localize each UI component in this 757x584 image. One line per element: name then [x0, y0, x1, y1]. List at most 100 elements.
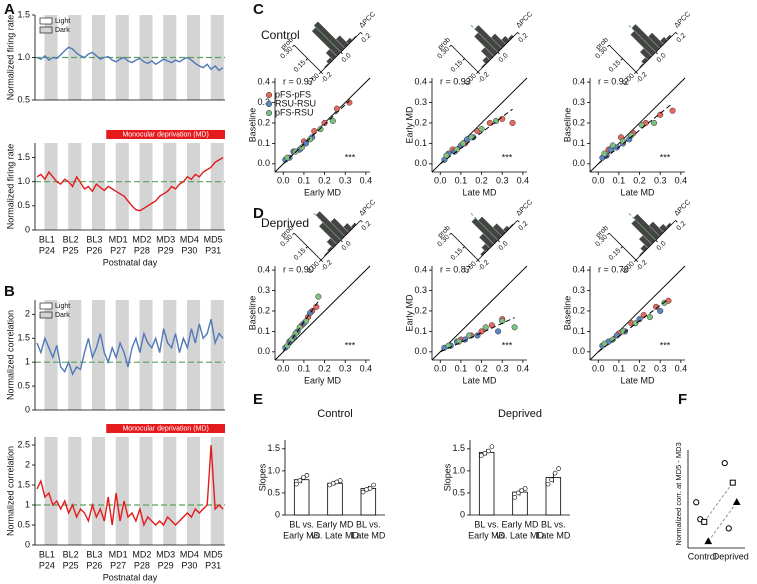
panel-label: D [253, 205, 264, 222]
y-tick-label: 1.0 [17, 52, 30, 62]
data-line [36, 318, 224, 376]
y-tick-label: 2.5 [17, 439, 30, 449]
y-tick-label: 0.1 [257, 326, 270, 336]
annotation-bar [106, 130, 225, 139]
legend-label: pFS-RSU [275, 107, 314, 117]
x-tick-label: 0.3 [654, 175, 667, 185]
scatter-point [601, 150, 608, 157]
y-tick-label: 0.5 [267, 487, 280, 497]
y-tick-label: 0.2 [414, 305, 427, 315]
dark-band [44, 143, 58, 230]
scatter-point [317, 126, 324, 133]
x-tick-label: 0.4 [360, 363, 373, 373]
x-tick-label: Deprived [713, 551, 749, 561]
dark-band [210, 143, 224, 230]
data-point [515, 490, 521, 496]
inset-y-tick [318, 71, 322, 75]
x-axis-label: Late MD [462, 187, 497, 197]
y-tick-label: 0.4 [257, 76, 270, 86]
inset-y-tick [462, 58, 465, 61]
x-tick-label: 0.1 [613, 363, 626, 373]
scatter-point [609, 336, 616, 343]
inset-x-tick-label: 0.0 [341, 240, 353, 252]
y-axis-label: Baseline [247, 296, 257, 331]
inset-x-tick [497, 51, 500, 55]
dark-band [44, 437, 58, 545]
inset-y-axis [293, 232, 322, 261]
inset-x-tick-label: 0.2 [676, 220, 688, 232]
data-point [545, 481, 551, 487]
data-point [552, 470, 558, 476]
annotation: r = 0.92 [598, 76, 629, 86]
x-tick-label: MD4 [180, 549, 199, 559]
y-axis-label: Normalized firing rate [5, 144, 15, 230]
y-tick-label: 0.4 [414, 264, 427, 274]
inset-x-tick-label: 0.2 [361, 32, 373, 44]
y-tick-label: 0.1 [414, 326, 427, 336]
chart-title: Deprived [261, 216, 309, 230]
y-axis-label: Early MD [404, 294, 414, 332]
y-tick-label: 0.1 [572, 326, 585, 336]
inset-y-tick-label: 0.15 [608, 247, 623, 262]
y-tick-label: 0 [25, 404, 30, 414]
y-axis-label: Baseline [562, 296, 572, 331]
marker [701, 518, 708, 525]
panel-label: A [4, 1, 15, 18]
legend-swatch [39, 17, 53, 25]
annotation: r = 0.90 [283, 264, 314, 274]
histogram-bar [323, 250, 330, 257]
y-axis-label: Slopes [257, 463, 267, 491]
y-tick-label: 0.1 [414, 138, 427, 148]
scatter-point [509, 119, 516, 127]
x-tick-label: MD3 [156, 234, 175, 244]
data-point [294, 481, 299, 487]
inset-y-tick-label: 0.15 [450, 247, 465, 262]
bar [478, 451, 495, 516]
inset-x-tick-label: 0.2 [518, 220, 530, 232]
legend-swatch [39, 311, 53, 319]
x-tick-label: 0.0 [277, 175, 290, 185]
y-tick-label: 0.5 [17, 200, 30, 210]
x-tick-label: MD5 [204, 234, 223, 244]
data-line [36, 156, 224, 212]
scatter-point [329, 117, 336, 124]
y-tick-label: 0.2 [572, 117, 585, 127]
x-tick-label: BL3 [86, 549, 102, 559]
x-tick-label: 0.1 [455, 175, 468, 185]
dark-band [44, 15, 58, 100]
inset-median [628, 213, 657, 241]
inset-median [313, 25, 342, 53]
x-tick-sublabel: P27 [110, 245, 126, 255]
y-axis-label: Normalized correlation [5, 310, 15, 400]
x-tick-label: Early MD [316, 519, 354, 529]
inset-x-tick [360, 32, 363, 35]
inset-x-tick-label: 0.2 [518, 32, 530, 44]
inset-x-tick [477, 259, 481, 263]
x-tick-label: BL1 [39, 549, 55, 559]
x-tick-label: 0.4 [675, 363, 688, 373]
data-point [556, 466, 561, 471]
inset-y-tick [633, 71, 637, 75]
dark-band [68, 437, 82, 545]
significance: *** [502, 340, 513, 350]
data-point [360, 489, 366, 495]
panel-label: B [4, 283, 15, 300]
x-tick-sublabel: P26 [86, 560, 102, 570]
inset-y-tick [292, 44, 295, 48]
fit-line [439, 108, 513, 165]
scatter-point [609, 142, 616, 149]
x-tick-label: MD1 [109, 549, 128, 559]
pair-line [703, 482, 734, 523]
x-axis-label: Late MD [620, 375, 655, 385]
y-tick-label: 0.5 [17, 94, 30, 104]
scatter-point [511, 324, 518, 331]
y-tick-label: 0.3 [572, 285, 585, 295]
y-tick-label: 1 [25, 499, 30, 509]
x-tick-label: 0.0 [592, 175, 605, 185]
inset-y-tick [305, 246, 308, 249]
dark-band [92, 300, 106, 410]
scatter-point [466, 332, 473, 339]
data-line [36, 444, 224, 528]
data-point [486, 448, 491, 454]
